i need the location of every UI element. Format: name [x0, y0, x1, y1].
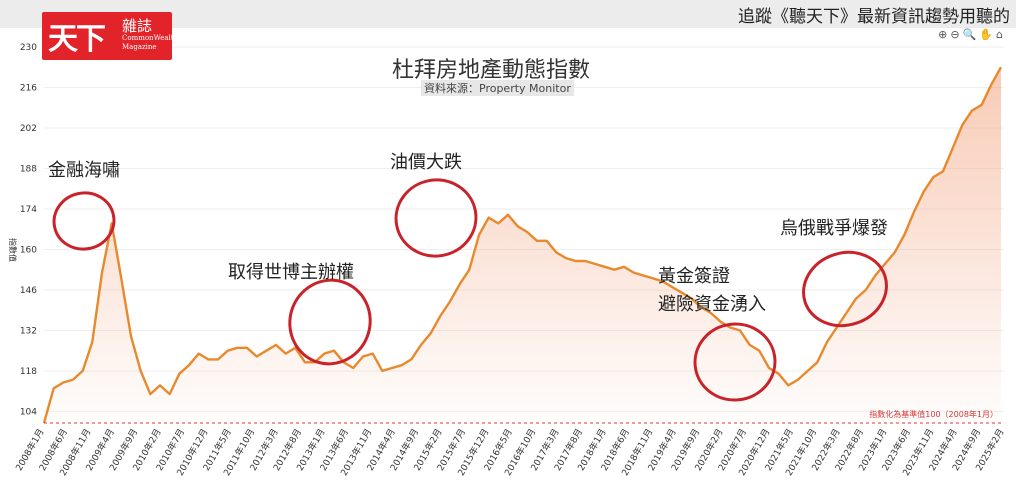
annotation-oil: 油價大跌 — [390, 152, 462, 173]
annotation-expo: 取得世博主辦權 — [228, 262, 354, 283]
chart-toolbar[interactable]: ⊕⊖🔍✋⌂ — [938, 28, 1006, 41]
circle-war — [802, 250, 888, 328]
annotation-safe-haven: 避險資金湧入 — [658, 294, 766, 315]
y-tick-label: 118 — [20, 367, 37, 377]
y-tick-label: 160 — [20, 245, 37, 255]
logo-text: 天下 — [48, 22, 106, 57]
pan-icon[interactable]: ✋ — [979, 28, 997, 41]
annotation-war: 烏俄戰爭爆發 — [780, 218, 888, 239]
circle-oil — [394, 178, 478, 258]
zoom-out-icon[interactable]: ⊖ — [950, 28, 963, 41]
series-line — [42, 66, 1003, 424]
y-tick-label: 188 — [20, 164, 37, 174]
y-axis: 104 118 132 146 160 174 188 202 216 230 — [20, 43, 37, 417]
banner-text: 追蹤《聽天下》最新資訊趨勢用聽的 — [738, 7, 1010, 27]
annotation-financial-crisis: 金融海嘯 — [48, 160, 120, 181]
annotation-circles — [52, 178, 888, 402]
y-tick-label: 216 — [20, 83, 37, 93]
chart-title: 杜拜房地產動態指數 — [392, 58, 591, 83]
circle-golden-visa — [693, 322, 777, 402]
y-axis-label: 指數值 — [8, 238, 18, 262]
commonwealth-logo: 天下 雜誌 CommonWealth Magazine — [42, 12, 178, 60]
y-tick-label: 104 — [20, 407, 37, 417]
y-tick-label: 230 — [20, 43, 37, 53]
logo-subtext: 雜誌 — [122, 17, 153, 35]
annotation-golden-visa: 黃金簽證 — [658, 266, 730, 287]
magnify-icon[interactable]: 🔍 — [962, 28, 980, 41]
y-tick-label: 146 — [20, 286, 37, 296]
zoom-in-icon[interactable]: ⊕ — [938, 28, 951, 41]
home-icon[interactable]: ⌂ — [996, 28, 1006, 41]
y-tick-label: 132 — [20, 326, 37, 336]
logo-english-2: Magazine — [122, 43, 157, 51]
baseline-label: 指數化為基準值100（2008年1月） — [869, 409, 998, 419]
circle-financial-crisis — [52, 191, 116, 251]
x-axis: 2008年1月2008年6月2008年11月2009年4月2009年9月2010… — [13, 426, 1007, 477]
circle-expo — [288, 278, 372, 366]
series-area — [44, 67, 1001, 423]
y-tick-label: 174 — [20, 205, 37, 215]
chart-subtitle: 資料來源：Property Monitor — [421, 80, 574, 96]
logo-english-1: CommonWealth — [122, 34, 179, 42]
y-tick-label: 202 — [20, 124, 37, 134]
